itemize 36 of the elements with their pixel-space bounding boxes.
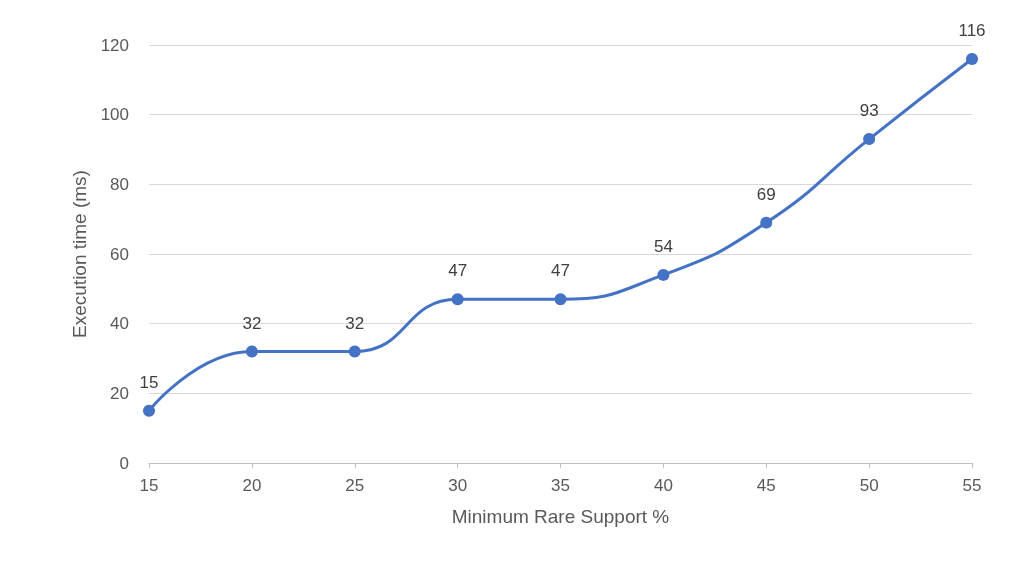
y-tick-label: 80 bbox=[110, 174, 129, 194]
data-label: 93 bbox=[859, 101, 879, 121]
y-tick-label: 120 bbox=[100, 35, 129, 55]
x-tick-label: 30 bbox=[448, 476, 468, 495]
data-label: 54 bbox=[653, 236, 673, 256]
data-label: 32 bbox=[242, 313, 262, 333]
y-tick-label: 0 bbox=[119, 453, 129, 473]
x-tick-label: 40 bbox=[653, 476, 673, 495]
data-label: 32 bbox=[345, 313, 365, 333]
x-tick-label: 20 bbox=[242, 476, 262, 495]
point bbox=[966, 52, 978, 65]
x-tick-label: 45 bbox=[756, 476, 776, 495]
point bbox=[348, 345, 361, 358]
point bbox=[657, 268, 670, 281]
x-axis-title: Minimum Rare Support % bbox=[451, 506, 670, 527]
x-tick-label: 35 bbox=[551, 476, 570, 495]
data-label: 47 bbox=[551, 261, 570, 281]
point bbox=[245, 345, 258, 358]
data-label: 15 bbox=[139, 372, 159, 392]
y-tick-label: 60 bbox=[110, 244, 129, 264]
x-tick-label: 15 bbox=[139, 476, 159, 495]
point bbox=[760, 216, 773, 229]
data-label: 69 bbox=[756, 184, 776, 204]
point bbox=[863, 133, 876, 146]
x-tick-label: 50 bbox=[859, 476, 879, 495]
x-tick-label: 25 bbox=[345, 476, 365, 495]
point bbox=[451, 293, 464, 306]
point bbox=[554, 293, 567, 306]
x-tick-label: 55 bbox=[962, 476, 982, 495]
y-tick-label: 20 bbox=[110, 383, 129, 403]
data-label: 47 bbox=[448, 261, 468, 281]
point bbox=[143, 404, 155, 417]
y-tick-label: 100 bbox=[100, 105, 129, 125]
y-axis-title: Execution time (ms) bbox=[69, 170, 90, 338]
data-label: 116 bbox=[958, 20, 986, 40]
y-tick-label: 40 bbox=[110, 314, 129, 334]
